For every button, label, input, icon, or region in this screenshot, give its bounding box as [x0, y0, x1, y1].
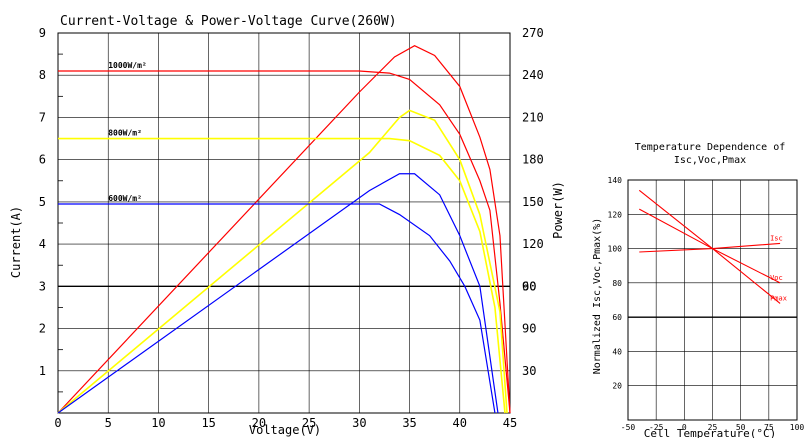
main-x-tick-label: 45: [503, 416, 517, 430]
temp-chart-title-line2: Isc,Voc,Pmax: [674, 155, 746, 166]
main-y-left-axis-label: Current(A): [9, 206, 23, 278]
temp-series-line-pmax: [638, 189, 781, 304]
main-x-tick-label: 0: [54, 416, 61, 430]
temp-y-axis-label: Normalized Isc,Voc,Pmax(%): [592, 218, 603, 375]
main-x-tick-label: 30: [352, 416, 366, 430]
main-y-right-tick-label: 90: [522, 279, 536, 293]
main-y-left-tick-label: 5: [39, 195, 46, 209]
main-x-tick-label: 20: [252, 416, 266, 430]
temp-y-tick-label: 40: [612, 347, 622, 356]
main-y-right-tick-label: 210: [522, 110, 544, 124]
temp-x-tick-label: -25: [649, 423, 664, 432]
main-y-left-tick-label: 1: [39, 364, 46, 378]
main-y-left-tick-label: 3: [39, 279, 46, 293]
main-x-tick-label: 5: [105, 416, 112, 430]
main-x-axis-label: Voltage(V): [249, 423, 321, 437]
main-y-left-tick-label: 4: [39, 237, 46, 251]
temp-chart-title-line1: Temperature Dependence of: [635, 142, 786, 153]
temp-y-tick-label: 120: [608, 210, 623, 219]
main-x-tick-label: 40: [453, 416, 467, 430]
main-y-left-tick-label: 6: [39, 153, 46, 167]
temp-y-tick-label: 20: [612, 382, 622, 391]
temp-x-tick-label: 0: [682, 423, 687, 432]
irradiance-label: 1000W/m²: [108, 61, 147, 70]
main-y-right-tick-label: 30: [522, 364, 536, 378]
temp-y-tick-label: 140: [608, 176, 623, 185]
main-y-left-tick-label: 2: [39, 322, 46, 336]
main-y-left-tick-label: 8: [39, 68, 46, 82]
main-x-tick-label: 25: [302, 416, 316, 430]
temp-y-tick-label: 80: [612, 279, 622, 288]
series-power-line-800: [57, 109, 508, 414]
temp-x-tick-label: 25: [708, 423, 718, 432]
main-y-right-tick-label: 90: [522, 322, 536, 336]
series-current-line-600: [58, 203, 496, 414]
main-y-right-tick-label: 120: [522, 237, 544, 251]
main-y-left-tick-label: 7: [39, 110, 46, 124]
series-power-line-1000: [57, 44, 511, 414]
temp-y-tick-label: 60: [612, 313, 622, 322]
series-power-line-600: [57, 173, 499, 414]
main-chart-title: Current-Voltage & Power-Voltage Curve(26…: [60, 14, 397, 29]
main-x-tick-label: 15: [201, 416, 215, 430]
temp-series-label-pmax: Pmax: [770, 294, 787, 302]
main-x-tick-label: 35: [402, 416, 416, 430]
temp-x-tick-label: -50: [621, 423, 636, 432]
main-y-right-tick-label: 240: [522, 68, 544, 82]
temp-y-tick-label: 100: [608, 245, 623, 254]
temp-plot-group: -50 -25 0 25 50 75 100 20 40 60 80 100 120 140 Isc Voc P…: [608, 176, 805, 432]
main-y-right-tick-label: 180: [522, 153, 544, 167]
main-x-tick-label: 10: [151, 416, 165, 430]
temp-series-label-isc: Isc: [770, 234, 783, 242]
temp-x-tick-label: 100: [790, 423, 805, 432]
main-y-right-tick-label: 270: [522, 26, 544, 40]
temp-x-tick-label: 75: [764, 423, 774, 432]
main-plot-group: 0 5 10 15 20 25 30 35 40 451234567893090609012015…: [39, 26, 544, 430]
series-current-line-1000: [58, 70, 511, 414]
temp-series-label-voc: Voc: [770, 274, 783, 282]
main-y-left-tick-label: 9: [39, 26, 46, 40]
main-y-right-tick-label: 150: [522, 195, 544, 209]
main-y-right-tick-label: 60: [522, 279, 536, 293]
main-y-right-axis-label: Power(W): [551, 181, 565, 239]
temp-x-tick-label: 50: [736, 423, 746, 432]
series-current-line-800: [58, 137, 506, 414]
irradiance-label: 800W/m²: [108, 129, 142, 138]
irradiance-label: 600W/m²: [108, 194, 142, 203]
temp-x-axis-label: Cell Temperature(°C): [644, 427, 776, 438]
